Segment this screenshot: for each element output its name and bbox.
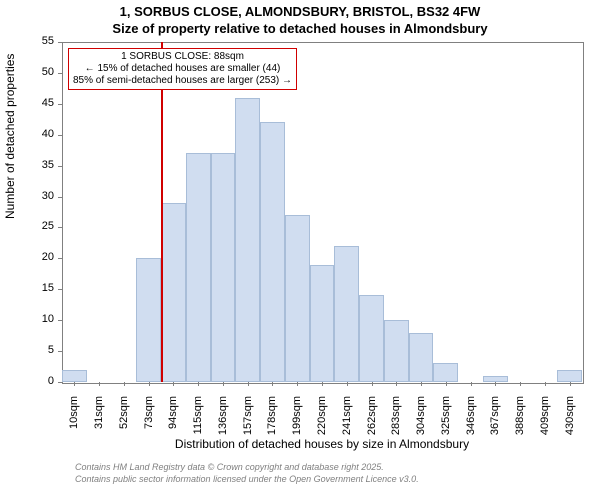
x-tick-mark	[347, 382, 348, 386]
y-tick-mark	[58, 104, 62, 105]
x-tick-mark	[322, 382, 323, 386]
y-tick-mark	[58, 351, 62, 352]
y-tick-label: 35	[0, 159, 54, 171]
y-tick-label: 15	[0, 282, 54, 294]
histogram-bar	[260, 122, 285, 382]
x-tick-label: 94sqm	[167, 396, 179, 446]
y-tick-label: 0	[0, 375, 54, 387]
histogram-bar	[483, 376, 508, 382]
x-tick-label: 199sqm	[291, 396, 303, 446]
x-tick-label: 430sqm	[564, 396, 576, 446]
x-tick-label: 220sqm	[316, 396, 328, 446]
footer-line2: Contains public sector information licen…	[75, 474, 419, 484]
y-tick-mark	[58, 382, 62, 383]
y-tick-label: 25	[0, 220, 54, 232]
histogram-bar	[409, 333, 434, 382]
y-tick-label: 45	[0, 97, 54, 109]
x-tick-label: 409sqm	[539, 396, 551, 446]
x-tick-label: 283sqm	[390, 396, 402, 446]
x-tick-label: 325sqm	[440, 396, 452, 446]
histogram-bar	[235, 98, 260, 382]
histogram-bar	[62, 370, 87, 382]
x-tick-label: 178sqm	[266, 396, 278, 446]
histogram-bar	[161, 203, 186, 382]
histogram-bar	[359, 295, 384, 382]
chart-title-line2: Size of property relative to detached ho…	[0, 21, 600, 36]
x-tick-mark	[446, 382, 447, 386]
chart-container: 1, SORBUS CLOSE, ALMONDSBURY, BRISTOL, B…	[0, 0, 600, 500]
histogram-bar	[433, 363, 458, 382]
x-tick-mark	[297, 382, 298, 386]
y-tick-label: 55	[0, 35, 54, 47]
x-tick-mark	[149, 382, 150, 386]
y-tick-mark	[58, 289, 62, 290]
y-tick-mark	[58, 73, 62, 74]
x-tick-mark	[272, 382, 273, 386]
footer-line1: Contains HM Land Registry data © Crown c…	[75, 462, 384, 472]
chart-title-line1: 1, SORBUS CLOSE, ALMONDSBURY, BRISTOL, B…	[0, 4, 600, 19]
histogram-bar	[310, 265, 335, 382]
y-tick-label: 50	[0, 66, 54, 78]
x-tick-mark	[74, 382, 75, 386]
y-tick-mark	[58, 320, 62, 321]
y-tick-mark	[58, 197, 62, 198]
y-tick-label: 40	[0, 128, 54, 140]
y-tick-mark	[58, 135, 62, 136]
y-tick-label: 5	[0, 344, 54, 356]
histogram-bar	[211, 153, 236, 382]
histogram-bar	[186, 153, 211, 382]
x-tick-label: 115sqm	[192, 396, 204, 446]
y-tick-mark	[58, 258, 62, 259]
histogram-bar	[557, 370, 582, 382]
callout-line1: 1 SORBUS CLOSE: 88sqm	[73, 51, 292, 63]
x-tick-label: 367sqm	[489, 396, 501, 446]
x-tick-mark	[545, 382, 546, 386]
callout-line3: 85% of semi-detached houses are larger (…	[73, 75, 292, 87]
x-tick-mark	[99, 382, 100, 386]
x-tick-mark	[471, 382, 472, 386]
reference-line	[161, 42, 163, 382]
x-tick-label: 388sqm	[514, 396, 526, 446]
x-tick-label: 31sqm	[93, 396, 105, 446]
x-tick-mark	[570, 382, 571, 386]
x-tick-mark	[520, 382, 521, 386]
y-tick-mark	[58, 42, 62, 43]
x-tick-label: 241sqm	[341, 396, 353, 446]
x-tick-mark	[124, 382, 125, 386]
histogram-bar	[285, 215, 310, 382]
x-tick-label: 157sqm	[242, 396, 254, 446]
y-tick-mark	[58, 227, 62, 228]
x-tick-label: 346sqm	[465, 396, 477, 446]
x-tick-label: 52sqm	[118, 396, 130, 446]
histogram-bar	[136, 258, 161, 382]
x-tick-label: 304sqm	[415, 396, 427, 446]
x-tick-mark	[396, 382, 397, 386]
y-tick-label: 30	[0, 190, 54, 202]
y-tick-label: 20	[0, 251, 54, 263]
callout-box: 1 SORBUS CLOSE: 88sqm ← 15% of detached …	[68, 48, 297, 90]
histogram-bar	[384, 320, 409, 382]
x-tick-mark	[421, 382, 422, 386]
callout-line2: ← 15% of detached houses are smaller (44…	[73, 63, 292, 75]
x-tick-mark	[173, 382, 174, 386]
x-tick-mark	[495, 382, 496, 386]
x-tick-mark	[198, 382, 199, 386]
y-tick-label: 10	[0, 313, 54, 325]
x-tick-label: 262sqm	[366, 396, 378, 446]
x-tick-mark	[223, 382, 224, 386]
x-tick-mark	[248, 382, 249, 386]
y-tick-mark	[58, 166, 62, 167]
histogram-bar	[334, 246, 359, 382]
x-tick-label: 10sqm	[68, 396, 80, 446]
x-tick-label: 136sqm	[217, 396, 229, 446]
x-tick-label: 73sqm	[143, 396, 155, 446]
x-tick-mark	[372, 382, 373, 386]
y-axis-label: Number of detached properties	[3, 203, 17, 219]
